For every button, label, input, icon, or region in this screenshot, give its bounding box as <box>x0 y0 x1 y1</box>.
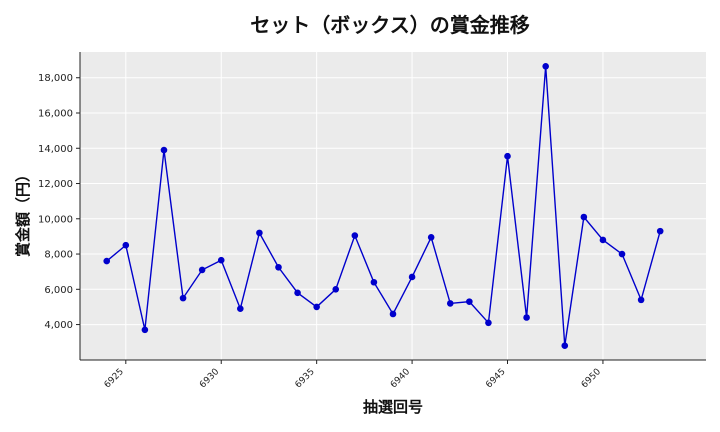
data-point <box>313 303 320 311</box>
y-ticks: 4,000 6,000 8,000 10,000 12,000 14,000 16,000 1… <box>38 73 80 331</box>
y-tick-label: 16,000 <box>38 109 73 120</box>
axes <box>79 52 706 361</box>
data-point <box>237 305 244 312</box>
data-point <box>332 286 340 293</box>
x-axis-label: 抽選回号 <box>363 398 423 416</box>
y-tick-label: 10,000 <box>38 214 73 225</box>
data-point <box>256 229 263 237</box>
x-tick-label: 6945 <box>484 367 507 390</box>
x-tick-label: 6940 <box>389 367 412 390</box>
x-tick-label: 6930 <box>198 367 221 390</box>
data-point <box>217 256 225 264</box>
series-markers <box>103 62 664 350</box>
y-tick-label: 4,000 <box>44 320 73 331</box>
data-point <box>389 310 397 318</box>
data-point <box>599 236 607 244</box>
x-tick-label: 6950 <box>580 367 603 390</box>
data-point <box>580 213 588 221</box>
data-point <box>466 298 473 305</box>
data-point <box>561 342 569 350</box>
x-ticks: 6925 6930 6935 6940 6945 6950 <box>103 360 604 390</box>
series-line <box>106 66 661 346</box>
data-point <box>198 266 206 274</box>
x-tick-label: 6935 <box>294 367 317 390</box>
data-point <box>656 227 664 235</box>
y-tick-label: 8,000 <box>44 250 73 261</box>
data-point <box>141 326 149 334</box>
data-point <box>523 314 530 321</box>
data-point <box>542 62 549 70</box>
data-point <box>637 296 645 304</box>
data-point <box>122 241 130 249</box>
data-point <box>160 146 168 154</box>
data-point <box>427 233 435 241</box>
data-point <box>370 278 378 286</box>
data-point <box>294 289 301 297</box>
data-point <box>485 319 492 327</box>
data-point <box>351 232 359 239</box>
y-tick-label: 18,000 <box>38 73 73 84</box>
data-point <box>275 263 282 271</box>
data-point <box>504 152 511 160</box>
y-tick-label: 6,000 <box>44 285 73 296</box>
data-point <box>103 257 111 265</box>
y-axis-label: 賞金額（円） <box>14 167 32 257</box>
data-point <box>618 250 626 258</box>
data-point <box>179 294 187 302</box>
y-tick-label: 14,000 <box>38 144 73 155</box>
data-point <box>446 300 454 307</box>
data-point <box>408 273 416 281</box>
plot-area <box>80 52 706 360</box>
x-tick-label: 6925 <box>103 367 126 390</box>
y-tick-label: 12,000 <box>38 179 73 190</box>
chart-title: セット（ボックス）の賞金推移 <box>250 13 529 37</box>
